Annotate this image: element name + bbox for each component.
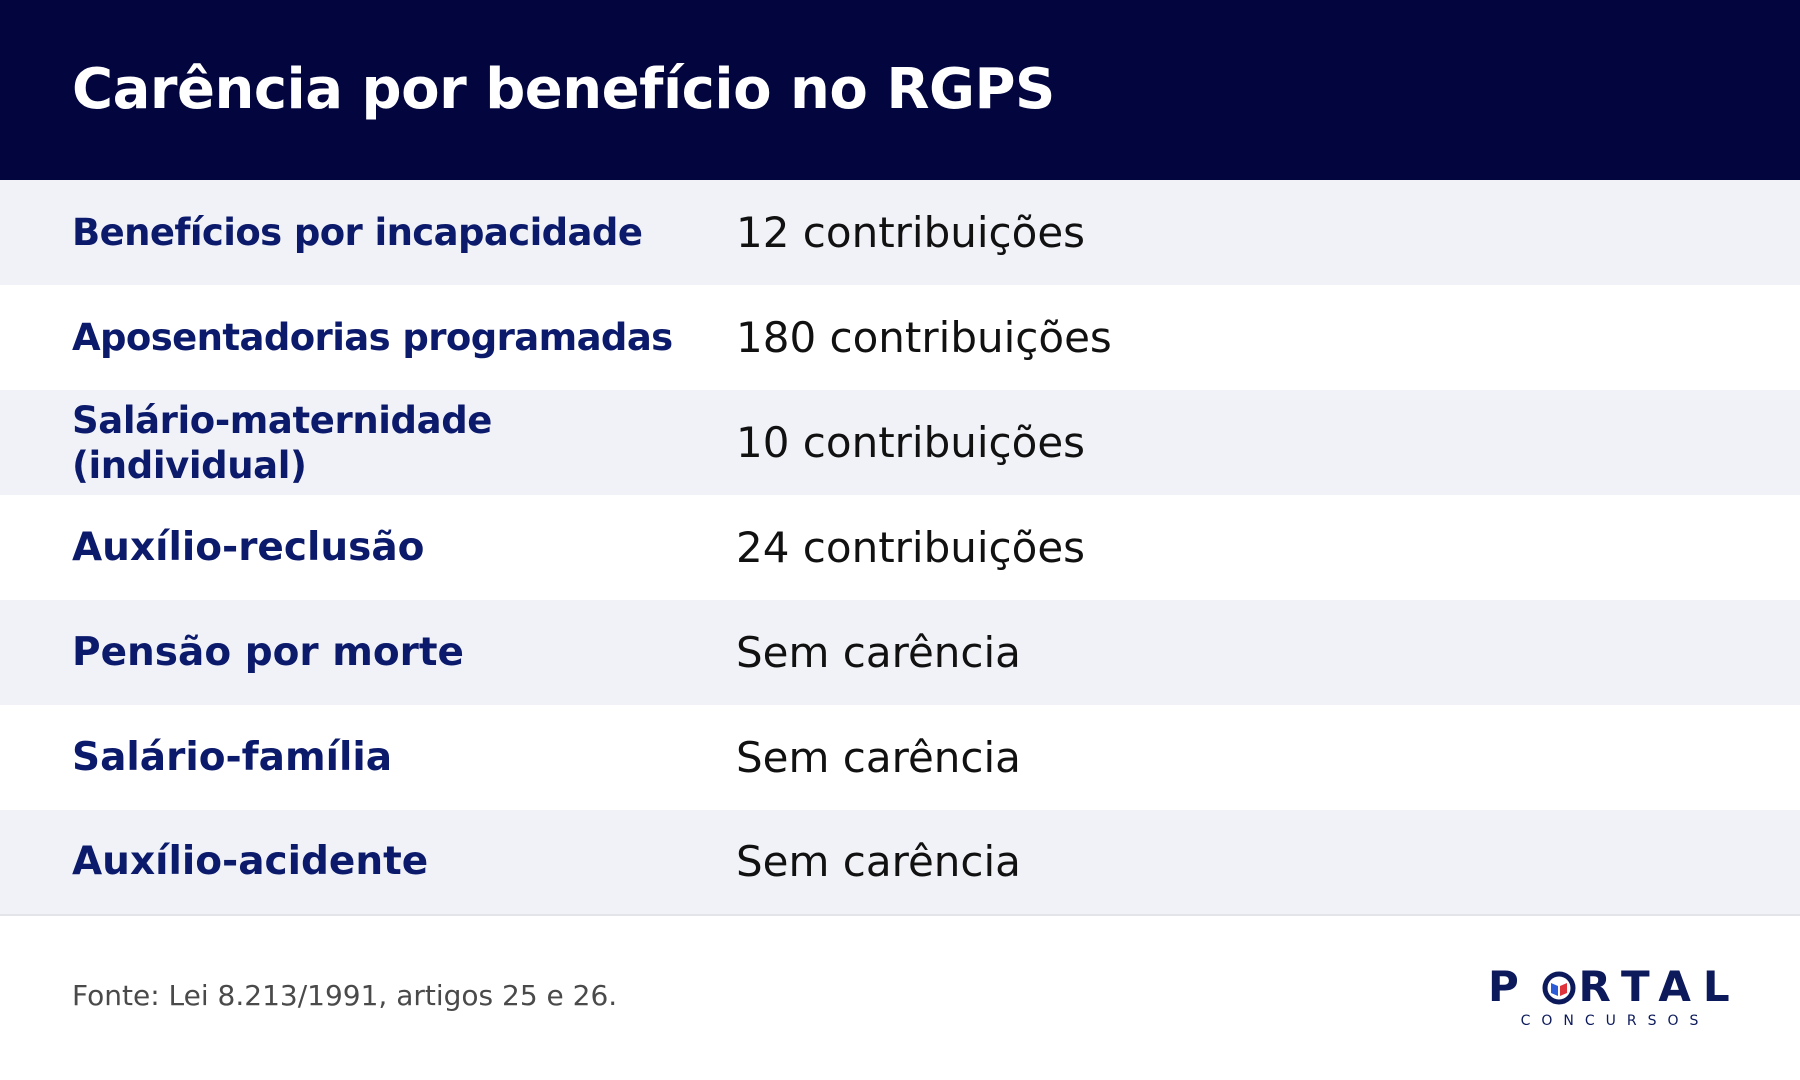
logo-letter: A <box>1658 962 1703 1011</box>
logo-subtext: CONCURSOS <box>1520 1013 1710 1029</box>
benefit-label: Pensão por morte <box>72 629 464 675</box>
benefit-label: Aposentadorias programadas <box>72 315 673 359</box>
benefit-label: Salário-família <box>72 734 393 780</box>
benefits-table: Benefícios por incapacidade 12 contribui… <box>0 180 1800 916</box>
table-row: Pensão por morte Sem carência <box>0 600 1800 705</box>
table-row: Auxílio-reclusão 24 contribuições <box>0 495 1800 600</box>
requirement-value: Sem carência <box>736 732 1021 782</box>
requirement-value: 24 contribuições <box>736 522 1086 572</box>
logo-wordmark: PORTAL <box>1488 962 1730 1011</box>
table-row: Salário-maternidade (individual) 10 cont… <box>0 390 1800 495</box>
page-title: Carência por benefício no RGPS <box>72 57 1055 122</box>
benefit-label: Auxílio-acidente <box>72 839 429 884</box>
table-row: Benefícios por incapacidade 12 contribui… <box>0 180 1800 285</box>
table-row: Aposentadorias programadas 180 contribui… <box>0 285 1800 390</box>
portal-concursos-logo: PORTAL CONCURSOS <box>1488 962 1730 1034</box>
page-header: Carência por benefício no RGPS <box>0 0 1800 180</box>
benefit-label: Benefícios por incapacidade <box>72 210 643 254</box>
table-row: Auxílio-acidente Sem carência <box>0 810 1800 916</box>
requirement-value: 12 contribuições <box>736 207 1086 257</box>
benefit-label: Salário-maternidade (individual) <box>72 398 492 487</box>
benefit-label: Auxílio-reclusão <box>72 524 425 570</box>
logo-letter: T <box>1620 962 1659 1011</box>
source-note: Fonte: Lei 8.213/1991, artigos 25 e 26. <box>72 979 618 1012</box>
logo-letter: R <box>1578 962 1621 1011</box>
requirement-value: Sem carência <box>736 627 1021 677</box>
logo-book-icon <box>1542 971 1576 1005</box>
requirement-value: Sem carência <box>736 837 1021 886</box>
requirement-value: 10 contribuições <box>736 417 1086 467</box>
logo-letter: L <box>1702 962 1742 1011</box>
requirement-value: 180 contribuições <box>736 312 1112 362</box>
logo-letter: P <box>1488 962 1531 1011</box>
table-row: Salário-família Sem carência <box>0 705 1800 810</box>
